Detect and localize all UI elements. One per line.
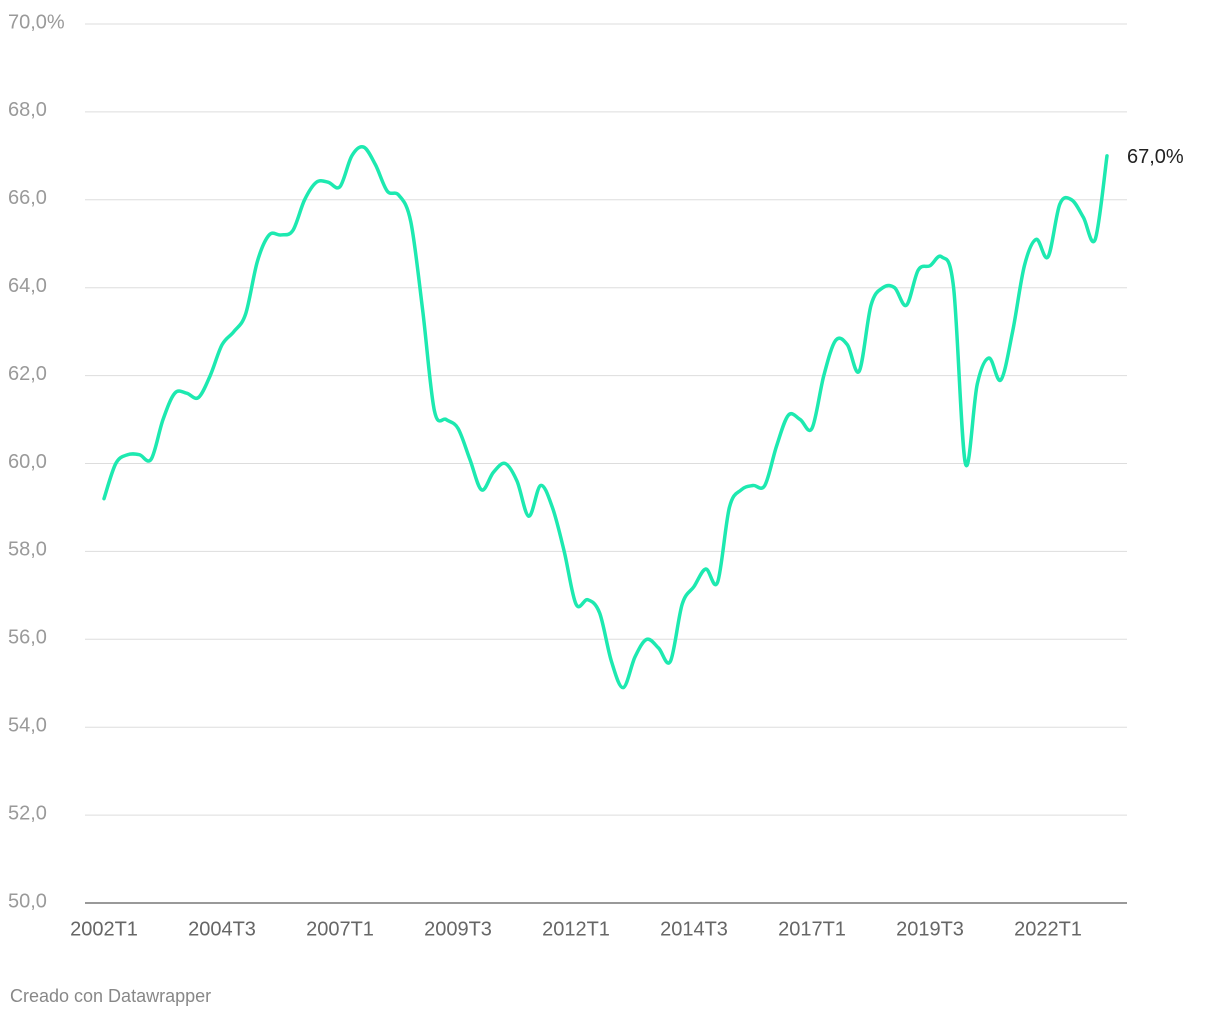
x-tick-label: 2002T1 — [70, 918, 138, 940]
credit: Creado con Datawrapper — [10, 986, 211, 1006]
y-tick-label: 54,0 — [8, 714, 47, 736]
value-label: 67,0% — [1127, 146, 1184, 168]
y-tick-label: 56,0 — [8, 627, 47, 649]
y-tick-label: 62,0 — [8, 363, 47, 385]
x-tick-label: 2012T1 — [542, 918, 610, 940]
data-line — [102, 145, 1109, 690]
x-tick-label: 2019T3 — [896, 918, 964, 940]
x-tick-label: 2022T1 — [1014, 918, 1082, 940]
y-tick-label: 66,0 — [8, 187, 47, 209]
y-tick-label: 64,0 — [8, 275, 47, 297]
y-tick-label: 60,0 — [8, 451, 47, 473]
x-tick-label: 2009T3 — [424, 918, 492, 940]
x-tick-label: 2004T3 — [188, 918, 256, 940]
x-tick-label: 2017T1 — [778, 918, 846, 940]
y-tick-label: 68,0 — [8, 99, 47, 121]
y-tick-label: 52,0 — [8, 802, 47, 824]
y-tick-label: 70,0% — [8, 11, 65, 33]
x-tick-label: 2014T3 — [660, 918, 728, 940]
y-tick-label: 50,0 — [8, 890, 47, 912]
x-tick-label: 2007T1 — [306, 918, 374, 940]
y-tick-label: 58,0 — [8, 539, 47, 561]
